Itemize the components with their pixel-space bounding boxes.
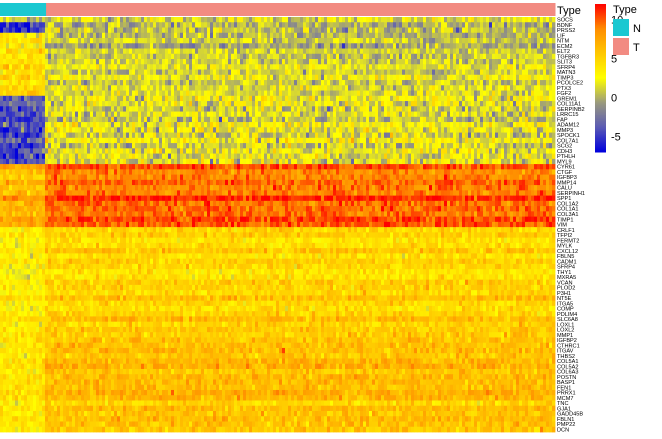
gene-label: VCAN [557,280,573,286]
gene-label: VIM [557,223,567,229]
gene-label: MXRA5 [557,275,576,281]
gene-label: TIMP1 [557,217,573,223]
gene-label: THBS2 [557,354,575,360]
type-legend-swatch [613,38,629,55]
type-legend-swatch [613,19,629,36]
gene-label: THY1 [557,270,571,276]
gene-label: ITGAV [557,349,574,355]
type-legend-label: T [633,42,640,54]
gene-label: SPP1 [557,196,571,202]
gene-label: MMP3 [557,128,573,134]
type-legend-title: Type [613,4,637,16]
gene-label: P3H1 [557,291,571,297]
gene-label: FERMT2 [557,238,579,244]
type-legend-label: N [633,23,641,35]
gene-label: PMP22 [557,422,575,428]
gene-label: SLIT3 [557,60,572,66]
gene-label: FGF2 [557,91,571,97]
gene-label: ADAM12 [557,123,579,129]
gene-label: TIMP3 [557,75,573,81]
gene-label: SOCS [557,18,573,24]
gene-label: TGFBR3 [557,54,579,60]
gene-label: PRSS2 [557,28,575,34]
gene-label: IGFBP2 [557,338,577,344]
annotation-bar [0,3,556,16]
gene-label: FAP [557,117,568,123]
annotation-segment-T [46,3,556,16]
gene-label: SERPINH1 [557,191,585,197]
gene-label: LRRC15 [557,112,578,118]
type-legend: NT [613,19,641,55]
gene-label: LIF [557,33,566,39]
gene-label: GREM1 [557,96,577,102]
gene-label: COL6A3 [557,370,578,376]
gene-label: COL5A2 [557,364,578,370]
colorbar-tick: -5 [611,131,621,143]
gene-label: PCOLCE2 [557,81,583,87]
gene-label: PLOD2 [557,286,575,292]
gene-label: CRLF1 [557,228,575,234]
heatmap-cells [0,17,556,433]
gene-label: CALU [557,186,572,192]
gene-label: SFRP4 [557,65,575,71]
gene-label: COL3A1 [557,212,578,218]
gene-label: PDLIM4 [557,312,577,318]
gene-label: SERPINB2 [557,107,585,113]
gene-label: FBLN5 [557,254,574,260]
gene-label: CADM1 [557,259,577,265]
colorbar-tick: 0 [611,92,617,104]
gene-label: ELT2 [557,49,570,55]
gene-label: COL11A1 [557,102,581,108]
gene-label: IGFBP3 [557,175,577,181]
gene-label: MYLK [557,244,573,250]
gene-label: COL7A1 [557,138,578,144]
gene-label: NT5E [557,296,572,302]
gene-label: CTHRC1 [557,343,580,349]
colorbar-tick: 5 [611,54,617,66]
gene-label: FEN1 [557,385,571,391]
gene-label: CTGF [557,170,573,176]
gene-label: COL1A1 [557,207,578,213]
gene-labels: SOCSBDNFPRSS2LIFNTMECM2ELT2TGFBR3SLIT3SF… [557,18,585,434]
gene-label: MATN3 [557,70,576,76]
gene-label: SPOCK1 [557,133,580,139]
gene-label: TNC [557,401,569,407]
gene-label: GJA1 [557,406,571,412]
gene-label: BASP1 [557,380,575,386]
gene-label: COL1A2 [557,201,578,207]
gene-label: FBLN1 [557,417,574,423]
colorbar [595,4,606,153]
annotation-segment-N [0,3,47,16]
gene-label: PTX3 [557,86,571,92]
gene-label: CDH3 [557,149,572,155]
gene-label: CXCL12 [557,249,578,255]
gene-label: SLC6A8 [557,317,578,323]
gene-label: MYL9 [557,159,572,165]
gene-label: SFRP4 [557,265,575,271]
gene-label: PRRX1 [557,391,576,397]
annotation-label: Type [557,5,581,17]
gene-label: LOXL1 [557,322,574,328]
gene-label: BDNF [557,23,573,29]
gene-label: LOXL2 [557,328,574,334]
gene-label: COMP [557,307,574,313]
gene-label: MMP14 [557,180,576,186]
gene-label: SCG2 [557,144,572,150]
gene-label: ECM2 [557,44,573,50]
gene-label: MCM7 [557,396,573,402]
gene-label: COL5A1 [557,359,578,365]
gene-label: POSTN [557,375,576,381]
gene-label: TFPI2 [557,233,572,239]
gene-label: NTM [557,39,569,45]
gene-label: MMP1 [557,333,573,339]
gene-label: ITGA5 [557,301,573,307]
gene-label: PTHLH [557,154,575,160]
gene-label: CYR61 [557,165,575,171]
gene-label: DCN [557,427,569,433]
gene-label: GADD45B [557,412,583,418]
